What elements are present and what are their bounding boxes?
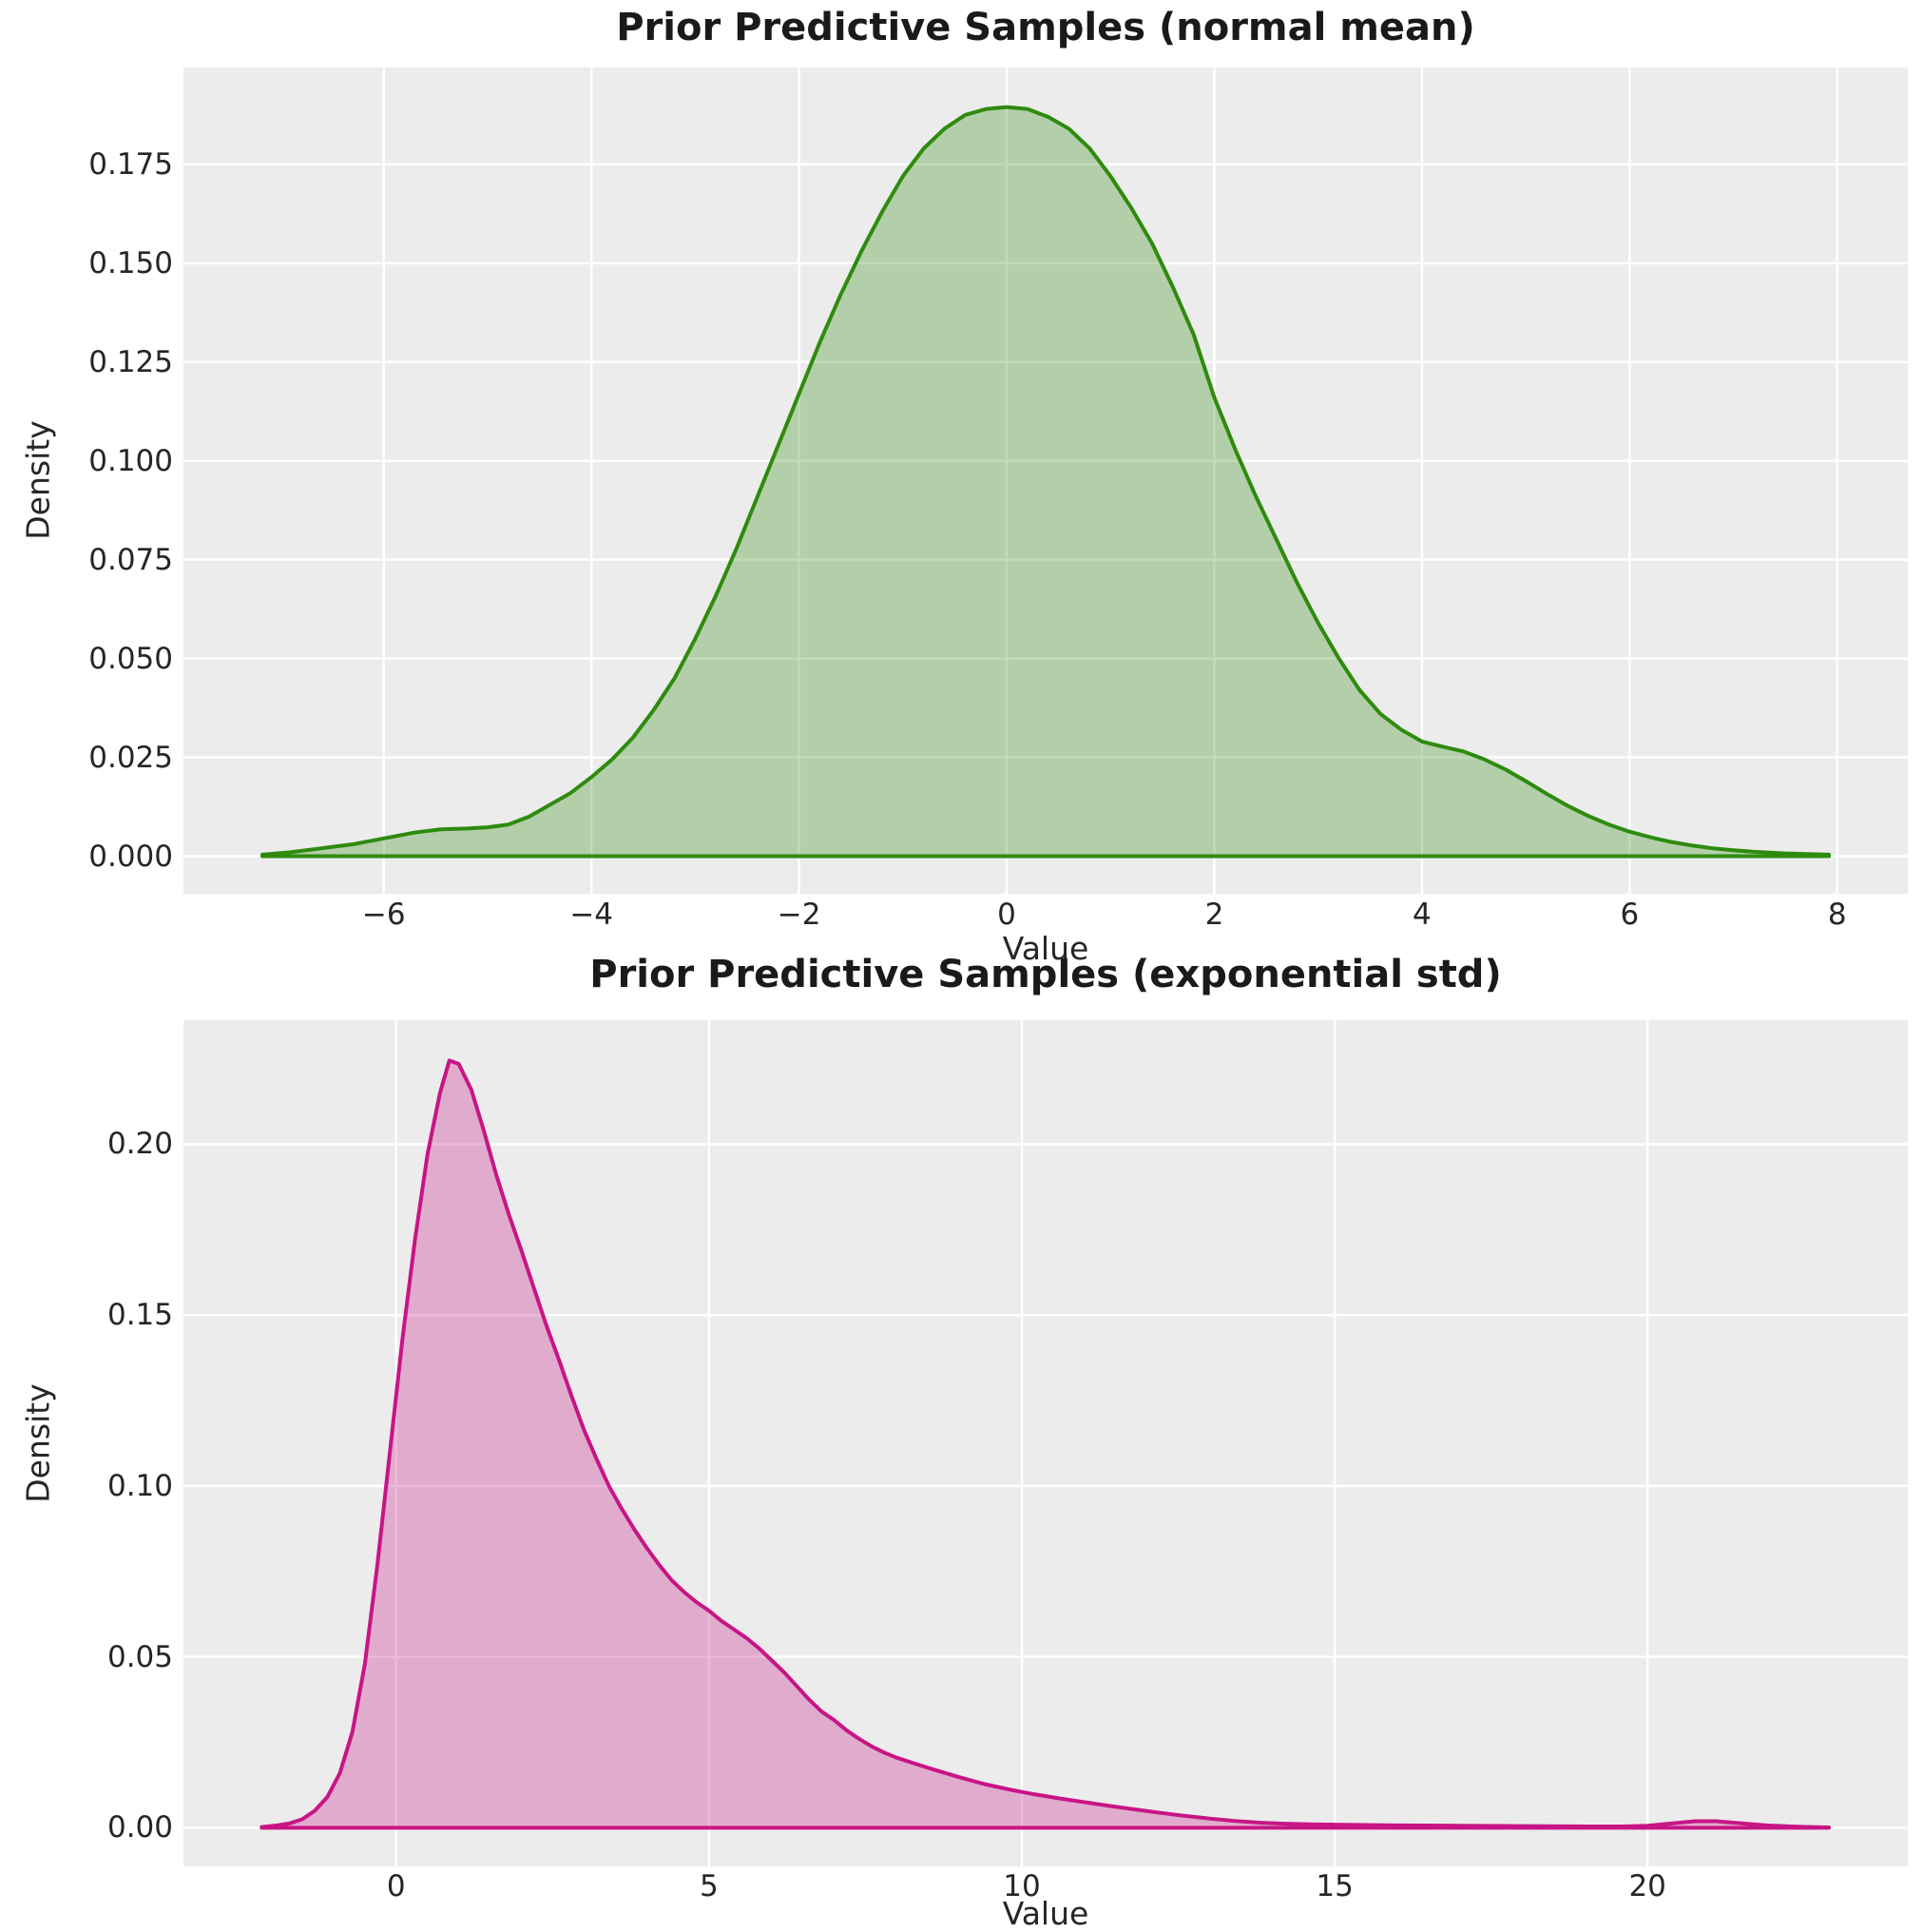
x-tick-label: 10 (1003, 1869, 1041, 1903)
y-tick-label: 0.075 (88, 542, 173, 577)
x-tick-label: −2 (777, 898, 821, 932)
plot-title-bottom: Prior Predictive Samples (exponential st… (589, 953, 1502, 996)
y-tick-label: 0.100 (88, 443, 173, 478)
x-tick-label: −6 (361, 898, 406, 932)
x-tick-label: −4 (569, 898, 614, 932)
kde-plot-exponential-std (183, 1020, 1908, 1866)
x-tick-label: 5 (700, 1869, 719, 1903)
x-tick-label: 8 (1827, 898, 1847, 932)
x-tick-label: 0 (997, 898, 1016, 932)
kde-area-kde-exponential-std (261, 1060, 1830, 1828)
x-tick-label: 6 (1620, 898, 1640, 932)
kde-area-kde-normal-mean (262, 106, 1829, 857)
x-axis-label-top: Value (1002, 930, 1089, 967)
y-tick-label: 0.125 (88, 344, 173, 379)
x-tick-label: 15 (1316, 1869, 1354, 1903)
axes-top-plot (183, 68, 1908, 894)
kde-plot-normal-mean (183, 68, 1908, 894)
y-tick-label: 0.175 (88, 146, 173, 182)
y-tick-label: 0.000 (88, 839, 173, 874)
y-tick-label: 0.025 (88, 740, 173, 775)
x-tick-label: 20 (1628, 1869, 1666, 1903)
x-tick-label: 2 (1204, 898, 1224, 932)
y-tick-label: 0.15 (106, 1298, 173, 1333)
y-tick-label: 0.050 (88, 641, 173, 676)
plot-title-top: Prior Predictive Samples (normal mean) (616, 6, 1475, 49)
x-tick-label: 0 (386, 1869, 406, 1903)
y-tick-label: 0.00 (106, 1810, 173, 1845)
y-tick-label: 0.20 (106, 1127, 173, 1162)
axes-bottom-plot (183, 1020, 1908, 1866)
y-tick-label: 0.10 (106, 1468, 173, 1503)
y-tick-label: 0.05 (106, 1639, 173, 1674)
y-axis-label-top: Density (19, 420, 57, 540)
x-tick-label: 4 (1413, 898, 1432, 932)
kde-line-kde-exponential-std (260, 1058, 1832, 1830)
y-tick-label: 0.150 (88, 245, 173, 280)
kde-line-kde-normal-mean (260, 105, 1831, 859)
